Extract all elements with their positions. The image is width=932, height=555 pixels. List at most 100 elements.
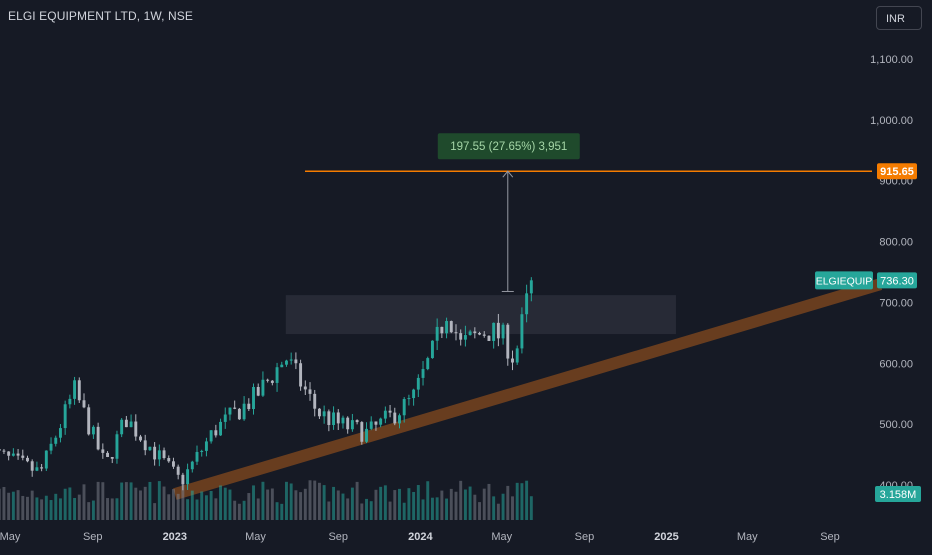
candle-body — [162, 450, 166, 459]
volume-bar — [0, 488, 1, 520]
volume-bar — [482, 488, 486, 520]
volume-bar — [360, 503, 364, 520]
candle-body — [26, 457, 29, 462]
candle-body — [181, 474, 185, 485]
candle-body — [233, 407, 237, 409]
volume-bar — [289, 483, 293, 520]
candle-body — [299, 363, 303, 387]
volume-bar — [379, 486, 383, 520]
candle-body — [289, 359, 293, 361]
candle-body — [280, 364, 284, 368]
volume-bar — [176, 493, 180, 520]
volume-bar — [308, 480, 312, 520]
candle-body — [167, 458, 171, 462]
candle-body — [336, 412, 340, 424]
candle-body — [285, 360, 288, 365]
candle-body — [407, 398, 411, 400]
volume-bar — [511, 496, 514, 520]
volume-bar — [120, 482, 124, 520]
volume-bar — [21, 495, 25, 520]
last-price-tag — [877, 272, 917, 289]
volume-bar — [520, 483, 524, 520]
candle-body — [186, 469, 190, 485]
volume-bar — [515, 482, 519, 520]
candle-body — [468, 331, 472, 336]
volume-bar — [54, 493, 58, 520]
candle-body — [7, 451, 11, 456]
candle-body — [176, 466, 180, 475]
candle-body — [327, 411, 331, 425]
volume-bar — [416, 485, 420, 520]
volume-bar — [214, 498, 218, 520]
candle-body — [501, 324, 505, 339]
volume-bar — [412, 491, 416, 520]
measure-label-box — [437, 133, 580, 160]
candle-body — [308, 389, 312, 394]
candle-body — [120, 419, 124, 435]
volume-bar — [449, 488, 453, 520]
axis-layer: 1,100.001,000.00900.00800.00700.00600.00… — [0, 54, 921, 543]
candle-body — [21, 455, 25, 458]
candle-body — [252, 386, 255, 410]
price-tick-label: 1,100.00 — [870, 54, 913, 66]
volume-bar — [91, 500, 95, 520]
volume-bar — [190, 490, 194, 520]
candle-body — [204, 441, 208, 451]
candle-body — [313, 393, 317, 409]
candle-body — [115, 434, 119, 459]
candle-body — [200, 450, 204, 452]
candle-body — [383, 410, 387, 419]
volume-bar — [445, 498, 449, 520]
time-tick-label: Sep — [820, 531, 840, 543]
candle-body — [247, 403, 251, 410]
candle-body — [440, 326, 444, 334]
candle-body — [379, 418, 383, 425]
symbol-title: ELGI EQUIPMENT LTD, 1W, NSE — [8, 9, 193, 23]
volume-bar — [421, 499, 425, 520]
candle-body — [275, 367, 279, 383]
candle-body — [454, 332, 458, 334]
time-tick-label: May — [737, 531, 758, 543]
candle-body — [511, 358, 514, 363]
volume-bar — [44, 495, 48, 520]
candle-body — [266, 379, 270, 381]
volume-bar — [110, 498, 114, 520]
volume-bar — [16, 490, 20, 520]
volume-bar — [143, 486, 147, 520]
volume-bar — [139, 490, 142, 520]
candle-body — [148, 446, 152, 451]
candle-body — [355, 420, 359, 423]
candle-body — [492, 322, 496, 341]
candle-body — [157, 450, 161, 460]
price-tick-label: 700.00 — [879, 297, 913, 309]
support-zone-layer — [285, 295, 676, 335]
volume-bar — [172, 489, 175, 520]
currency-button[interactable]: INR — [876, 6, 922, 30]
candle-body — [482, 334, 486, 336]
volume-bar — [346, 498, 350, 520]
volume-bar — [355, 481, 359, 520]
candle-body — [219, 421, 223, 436]
volume-bar — [124, 482, 128, 520]
candle-body — [360, 422, 364, 442]
time-tick-label: 2023 — [163, 531, 187, 543]
candle-body — [195, 451, 199, 462]
candle-body — [134, 421, 138, 437]
volume-bar — [468, 486, 472, 520]
candle-body — [73, 380, 77, 399]
candle-body — [35, 467, 39, 471]
candle-body — [139, 436, 142, 441]
volume-bar — [398, 488, 401, 520]
candle-body — [449, 321, 453, 333]
candle-body — [190, 461, 194, 470]
candle-body — [346, 417, 350, 430]
price-tick-label: 1,000.00 — [870, 115, 913, 127]
volume-bar — [101, 482, 105, 520]
volume-bar — [402, 502, 406, 520]
volume-bar — [350, 487, 354, 520]
candle-body — [214, 430, 218, 436]
volume-bar — [11, 491, 15, 520]
candle-body — [332, 412, 336, 425]
